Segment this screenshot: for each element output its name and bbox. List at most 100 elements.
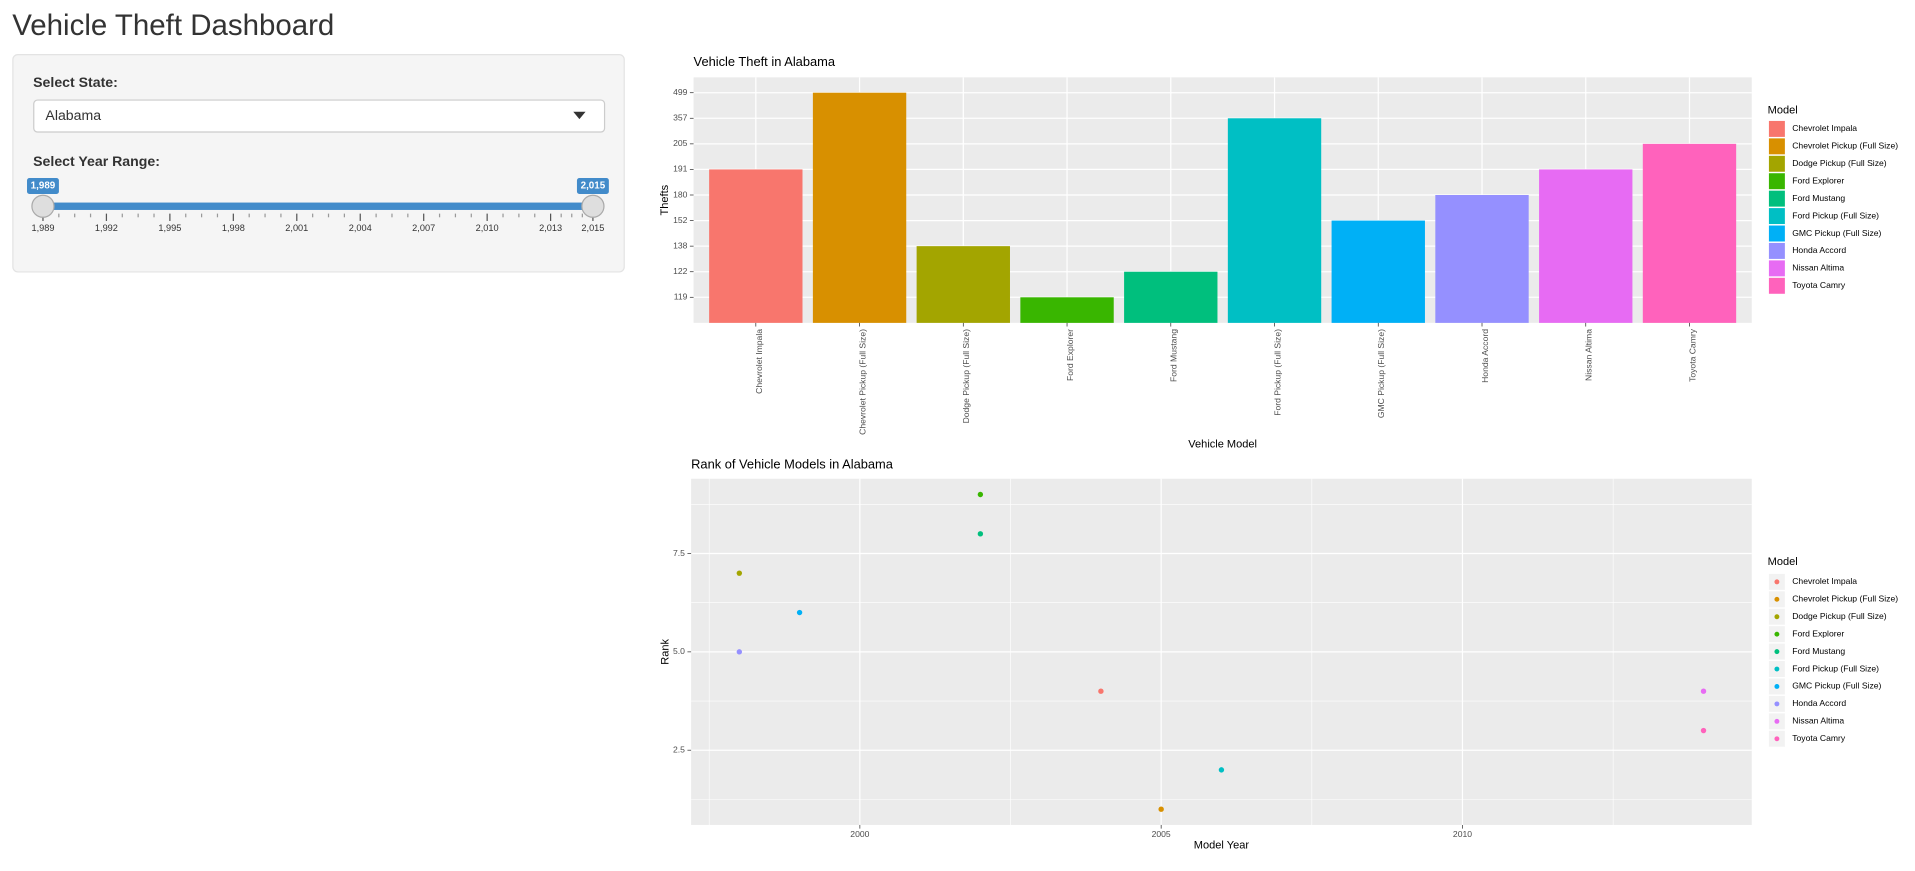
legend-key <box>1774 631 1780 637</box>
legend-title: Model <box>1768 556 1798 568</box>
slider-handle[interactable] <box>581 194 605 218</box>
y-axis-title: Rank <box>659 639 671 665</box>
point <box>736 570 743 576</box>
legend-key <box>1774 701 1780 707</box>
legend-key <box>1768 173 1785 190</box>
legend-key <box>1768 242 1785 259</box>
y-tick-label: 119 <box>674 292 688 302</box>
legend-label: Ford Pickup (Full Size) <box>1792 663 1879 673</box>
bar <box>1331 220 1425 323</box>
slider-tick-label: 2,001 <box>285 223 308 233</box>
y-tick-label: 152 <box>673 215 688 225</box>
y-tick-label: 138 <box>673 240 688 250</box>
legend-key <box>1768 208 1785 225</box>
point <box>736 649 743 655</box>
x-tick-label: 2010 <box>1453 829 1472 839</box>
chart-title: Rank of Vehicle Models in Alabama <box>691 457 894 472</box>
x-tick-label: Honda Accord <box>1480 329 1490 383</box>
x-tick-label: 2000 <box>850 829 869 839</box>
y-tick-label: 122 <box>673 266 688 276</box>
slider-value-bubble <box>27 178 59 194</box>
bar <box>812 92 907 323</box>
legend-key <box>1774 736 1780 742</box>
x-tick-label: 2005 <box>1152 829 1171 839</box>
legend-label: Ford Mustang <box>1792 646 1845 656</box>
bar <box>1020 297 1114 323</box>
bar <box>916 246 1010 323</box>
legend-label: Ford Explorer <box>1792 628 1844 638</box>
legend-key <box>1774 579 1780 585</box>
point <box>977 491 984 498</box>
state-label: Select State: <box>33 74 118 90</box>
slider-handle[interactable] <box>31 194 55 218</box>
y-axis-title: Thefts <box>659 184 671 215</box>
legend-label: Honda Accord <box>1792 698 1846 708</box>
x-tick-label: GMC Pickup (Full Size) <box>1376 329 1386 418</box>
slider-value-bubble <box>576 178 609 194</box>
bar <box>1642 143 1737 323</box>
y-tick-label: 357 <box>673 113 688 123</box>
y-tick-label: 180 <box>673 189 688 199</box>
legend-title: Model <box>1768 104 1798 116</box>
legend-label: GMC Pickup (Full Size) <box>1792 681 1881 691</box>
point <box>1218 767 1225 773</box>
chart-title: Vehicle Theft in Alabama <box>694 54 836 69</box>
legend-key <box>1768 260 1785 277</box>
y-tick-label: 205 <box>673 138 688 148</box>
y-tick-label: 2.5 <box>673 744 685 754</box>
slider-tick-label: 1,989 <box>31 223 54 233</box>
point <box>1700 688 1707 694</box>
bar <box>1435 194 1529 323</box>
legend-label: Ford Mustang <box>1792 193 1845 203</box>
x-tick-label: Ford Explorer <box>1065 329 1075 381</box>
legend-key <box>1768 225 1785 242</box>
slider-tick-label: 2,015 <box>581 223 604 233</box>
slider-tick-label: 2,013 <box>539 223 562 233</box>
x-tick-label: Toyota Camry <box>1687 328 1697 382</box>
slider-tick-label: 1,992 <box>95 223 118 233</box>
legend-key <box>1768 277 1785 294</box>
bar <box>709 169 803 323</box>
legend-label: Ford Pickup (Full Size) <box>1792 210 1879 220</box>
legend-key <box>1774 649 1780 655</box>
legend-label: Nissan Altima <box>1792 263 1844 273</box>
x-tick-label: Ford Mustang <box>1169 329 1179 382</box>
legend-key <box>1774 666 1780 672</box>
legend-label: GMC Pickup (Full Size) <box>1792 228 1881 238</box>
x-axis-title: Model Year <box>1194 840 1250 852</box>
legend-label: Toyota Camry <box>1792 733 1846 743</box>
slider-tick-label: 1,998 <box>222 223 245 233</box>
y-tick-label: 5.0 <box>673 646 685 656</box>
state-select[interactable] <box>33 99 606 133</box>
x-tick-label: Nissan Altima <box>1584 329 1594 381</box>
x-tick-label: Dodge Pickup (Full Size) <box>961 329 971 424</box>
legend-label: Dodge Pickup (Full Size) <box>1792 158 1887 168</box>
legend-key <box>1768 190 1785 207</box>
bar <box>1227 118 1322 323</box>
bar <box>1124 271 1218 323</box>
slider-range <box>42 202 593 210</box>
point <box>1158 806 1164 812</box>
x-tick-label: Chevrolet Pickup (Full Size) <box>858 329 868 435</box>
legend-label: Chevrolet Impala <box>1792 123 1857 133</box>
legend-label: Nissan Altima <box>1792 716 1844 726</box>
page-title: Vehicle Theft Dashboard <box>12 9 334 42</box>
slider-value-label: 2,015 <box>581 181 606 192</box>
legend-label: Honda Accord <box>1792 245 1846 255</box>
slider-tick-label: 1,995 <box>158 223 181 233</box>
legend-key <box>1774 718 1780 724</box>
x-tick-label: Chevrolet Impala <box>754 329 764 394</box>
legend-key <box>1768 138 1785 155</box>
y-tick-label: 191 <box>673 164 688 174</box>
point <box>1098 688 1104 694</box>
legend-key <box>1774 684 1780 689</box>
slider-tick-label: 2,007 <box>412 223 435 233</box>
legend-key <box>1768 120 1785 137</box>
slider-value-label: 1,989 <box>31 181 56 192</box>
legend-label: Toyota Camry <box>1792 280 1846 290</box>
legend-key <box>1768 155 1785 172</box>
legend-label: Dodge Pickup (Full Size) <box>1792 611 1887 621</box>
x-tick-label: Ford Pickup (Full Size) <box>1272 329 1282 416</box>
